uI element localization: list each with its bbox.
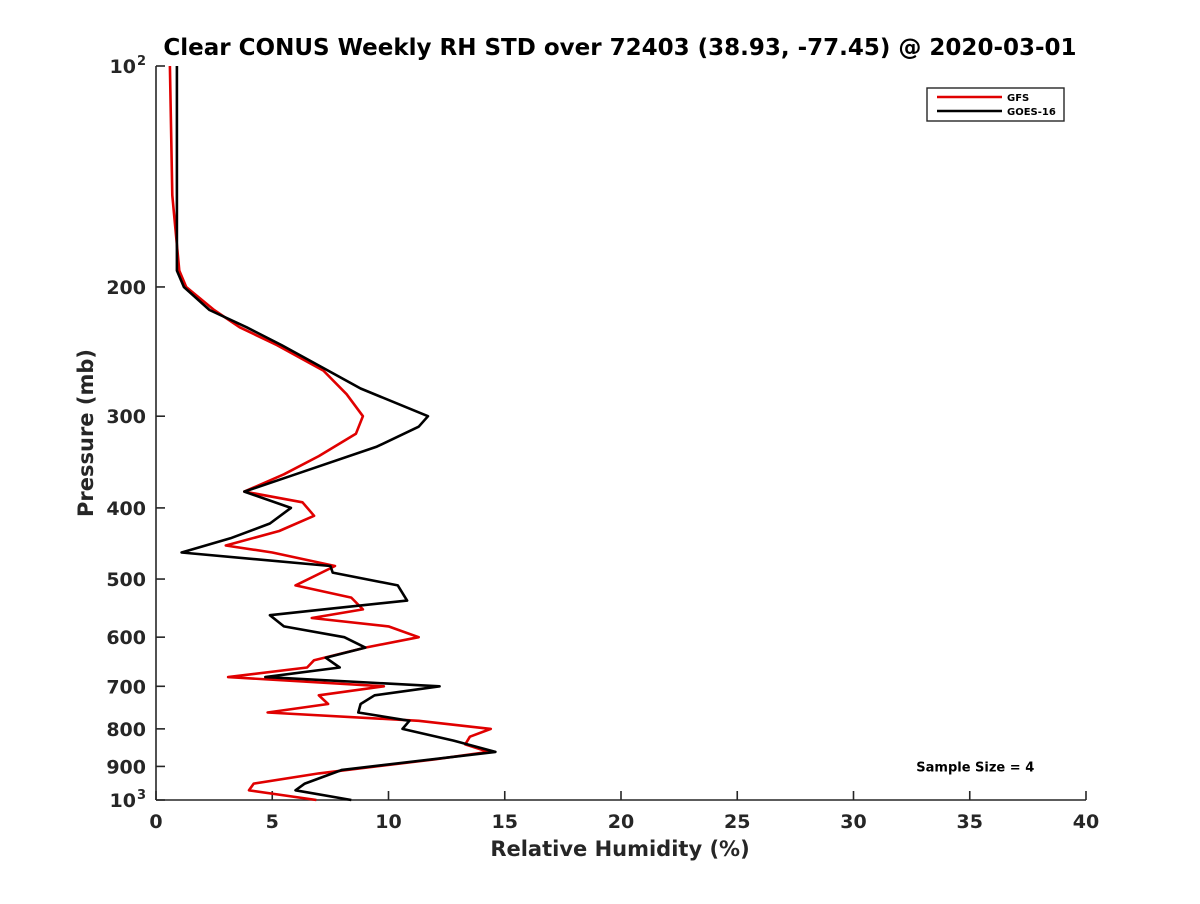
x-tick-label: 10	[375, 811, 401, 833]
legend-entry-label: GFS	[1007, 93, 1029, 104]
legend-entry-label: GOES-16	[1007, 107, 1056, 118]
y-tick-label: 600	[106, 627, 146, 649]
y-tick-label: 700	[106, 676, 146, 698]
x-tick-label: 15	[492, 811, 518, 833]
x-tick-label: 30	[840, 811, 866, 833]
y-tick-label: 900	[106, 756, 146, 778]
y-tick-label: 10	[110, 56, 136, 78]
y-tick-label: 400	[106, 498, 146, 520]
y-axis-label: Pressure (mb)	[74, 349, 98, 517]
sample-size-annotation: Sample Size = 4	[916, 760, 1034, 775]
x-axis-label: Relative Humidity (%)	[490, 837, 749, 861]
y-tick-exponent: 3	[137, 788, 146, 803]
x-tick-label: 20	[608, 811, 634, 833]
y-tick-label: 800	[106, 719, 146, 741]
x-tick-label: 5	[266, 811, 279, 833]
y-tick-label: 10	[110, 790, 136, 812]
y-tick-exponent: 2	[137, 54, 146, 69]
chart-title: Clear CONUS Weekly RH STD over 72403 (38…	[163, 35, 1076, 61]
legend-box	[926, 87, 1065, 122]
y-tick-label: 200	[106, 277, 146, 299]
y-tick-label: 300	[106, 406, 146, 428]
x-tick-label: 25	[724, 811, 750, 833]
series-line-gfs	[168, 65, 493, 802]
x-tick-label: 40	[1073, 811, 1099, 833]
x-tick-label: 0	[149, 811, 162, 833]
series-line-goes-16	[175, 66, 497, 802]
x-tick-label: 35	[957, 811, 983, 833]
y-tick-label: 500	[106, 569, 146, 591]
legend: GFS GOES-16	[926, 87, 1065, 122]
